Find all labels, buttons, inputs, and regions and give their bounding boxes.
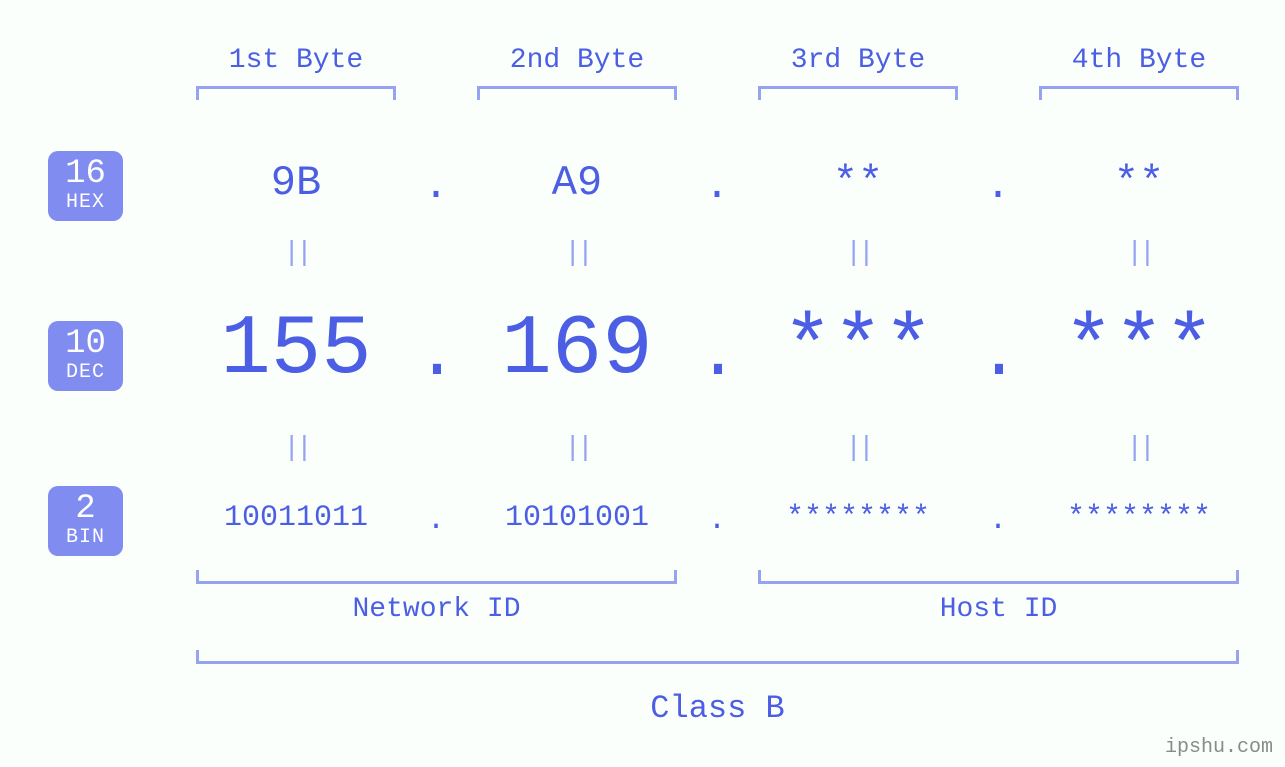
byte-bracket-4 bbox=[1039, 86, 1239, 100]
eq-decbin-4: || bbox=[1109, 433, 1169, 464]
watermark: ipshu.com bbox=[1165, 736, 1273, 759]
byte-header-3: 3rd Byte bbox=[743, 45, 973, 76]
bin-dot-1: . bbox=[416, 504, 456, 538]
eq-hexdec-1: || bbox=[266, 238, 326, 269]
byte-bracket-3 bbox=[758, 86, 958, 100]
dec-dot-1: . bbox=[416, 317, 456, 396]
bin-badge-num: 2 bbox=[48, 492, 123, 526]
dec-byte-3: *** bbox=[743, 305, 973, 397]
dec-badge-num: 10 bbox=[48, 327, 123, 361]
hex-badge-num: 16 bbox=[48, 157, 123, 191]
hex-dot-2: . bbox=[697, 162, 737, 210]
bin-byte-1: 10011011 bbox=[181, 502, 411, 535]
bin-byte-2: 10101001 bbox=[462, 502, 692, 535]
host-label: Host ID bbox=[758, 594, 1239, 625]
hex-byte-2: A9 bbox=[462, 160, 692, 206]
dec-badge-label: DEC bbox=[48, 363, 123, 383]
dec-byte-2: 169 bbox=[462, 305, 692, 397]
eq-hexdec-4: || bbox=[1109, 238, 1169, 269]
bin-dot-2: . bbox=[697, 504, 737, 538]
class-label: Class B bbox=[196, 690, 1239, 727]
network-bracket bbox=[196, 570, 677, 584]
dec-byte-1: 155 bbox=[181, 305, 411, 397]
bin-byte-4: ******** bbox=[1024, 502, 1254, 535]
hex-dot-1: . bbox=[416, 162, 456, 210]
bin-badge: 2 BIN bbox=[48, 486, 123, 556]
eq-hexdec-2: || bbox=[547, 238, 607, 269]
class-bracket bbox=[196, 650, 1239, 664]
eq-decbin-3: || bbox=[828, 433, 888, 464]
dec-badge: 10 DEC bbox=[48, 321, 123, 391]
eq-decbin-1: || bbox=[266, 433, 326, 464]
byte-header-2: 2nd Byte bbox=[462, 45, 692, 76]
hex-badge-label: HEX bbox=[48, 193, 123, 213]
dec-dot-3: . bbox=[978, 317, 1018, 396]
dec-dot-2: . bbox=[697, 317, 737, 396]
byte-bracket-1 bbox=[196, 86, 396, 100]
hex-byte-4: ** bbox=[1024, 160, 1254, 206]
bin-badge-label: BIN bbox=[48, 528, 123, 548]
byte-header-4: 4th Byte bbox=[1024, 45, 1254, 76]
bin-byte-3: ******** bbox=[743, 502, 973, 535]
hex-dot-3: . bbox=[978, 162, 1018, 210]
bin-dot-3: . bbox=[978, 504, 1018, 538]
hex-byte-3: ** bbox=[743, 160, 973, 206]
hex-badge: 16 HEX bbox=[48, 151, 123, 221]
eq-hexdec-3: || bbox=[828, 238, 888, 269]
host-bracket bbox=[758, 570, 1239, 584]
dec-byte-4: *** bbox=[1024, 305, 1254, 397]
byte-header-1: 1st Byte bbox=[181, 45, 411, 76]
eq-decbin-2: || bbox=[547, 433, 607, 464]
network-label: Network ID bbox=[196, 594, 677, 625]
hex-byte-1: 9B bbox=[181, 160, 411, 206]
byte-bracket-2 bbox=[477, 86, 677, 100]
